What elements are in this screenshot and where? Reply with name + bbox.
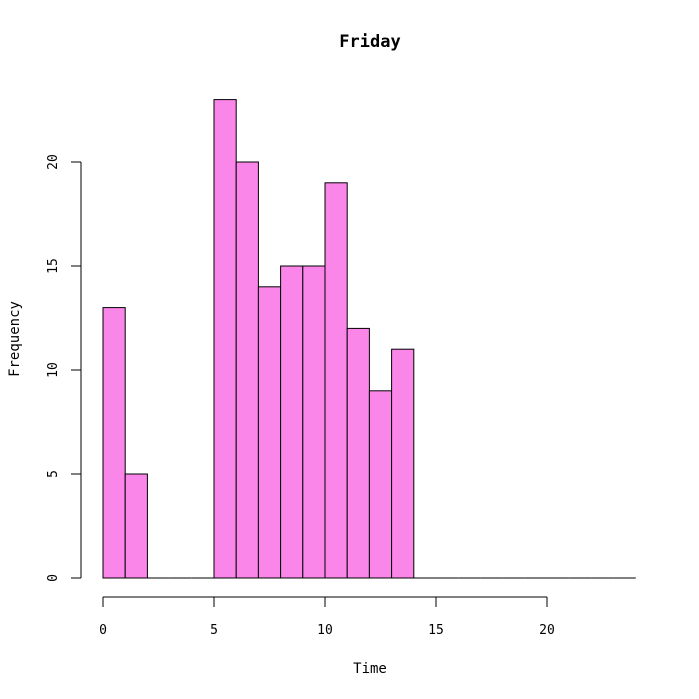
y-tick-label: 15 (46, 258, 61, 274)
histogram-bar (368, 390, 393, 579)
x-tick-label: 20 (539, 623, 555, 638)
x-tick-label: 0 (99, 623, 107, 638)
x-axis-title: Time (353, 661, 387, 677)
chart-title: Friday (339, 32, 400, 52)
y-tick-label: 5 (46, 470, 61, 478)
x-tick-label: 15 (428, 623, 444, 638)
x-tick-label: 10 (317, 623, 333, 638)
y-axis-ticks: 0 5 10 15 20 (46, 154, 81, 582)
histogram-bar (257, 286, 282, 579)
histogram-bar (346, 327, 370, 579)
histogram-bar (102, 307, 126, 579)
bars-group (102, 99, 636, 579)
histogram-bar (324, 182, 348, 579)
histogram-bar (280, 265, 304, 579)
histogram-bar (302, 265, 326, 579)
histogram-bar (391, 348, 415, 579)
histogram-bar (124, 473, 148, 579)
x-tick-label: 5 (210, 623, 218, 638)
y-tick-label: 20 (46, 154, 61, 170)
x-axis-ticks: 0 5 10 15 20 (99, 597, 555, 638)
histogram-bar (235, 161, 259, 579)
y-tick-label: 0 (46, 574, 61, 582)
y-axis-title: Frequency (7, 301, 23, 377)
y-tick-label: 10 (46, 362, 61, 378)
histogram-bar (213, 99, 237, 579)
